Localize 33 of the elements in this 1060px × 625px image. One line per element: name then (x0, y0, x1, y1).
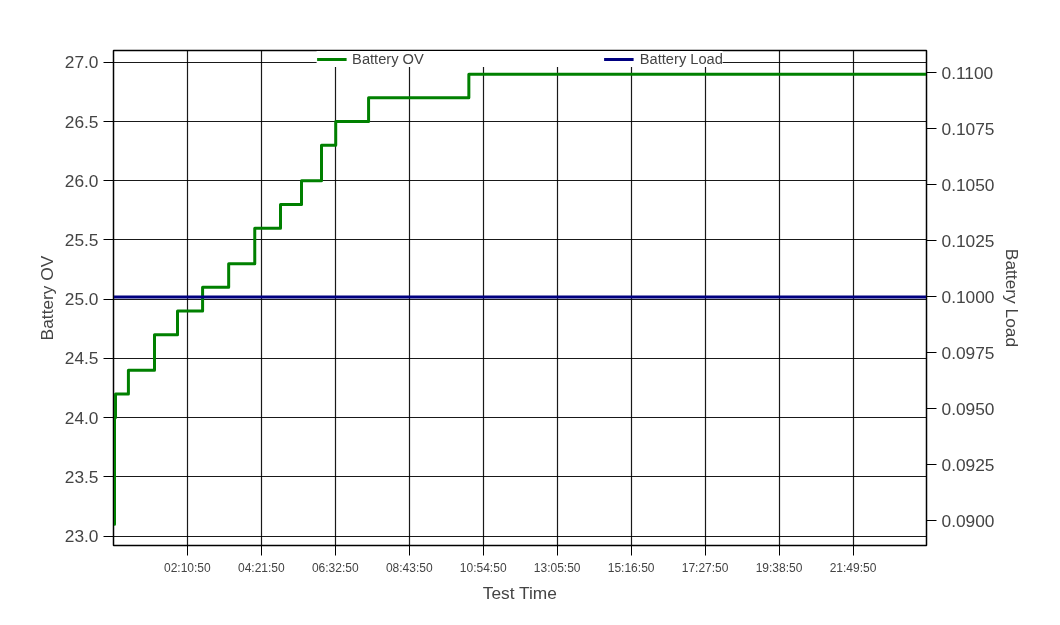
y-tick-label: 26.5 (64, 111, 99, 132)
x-tick-label: 19:38:50 (755, 560, 803, 575)
y2-tick-label: 0.0900 (941, 510, 995, 531)
y2-tick-label: 0.0975 (941, 342, 995, 363)
x-axis-title: Test Time (482, 582, 557, 603)
x-tick-label: 15:16:50 (607, 560, 655, 575)
y2-tick-label: 0.1000 (941, 286, 995, 307)
x-tick-label: 10:54:50 (459, 560, 507, 575)
y-tick-label: 24.5 (64, 348, 99, 369)
y-tick-label: 23.0 (64, 526, 99, 547)
x-tick-label: 04:21:50 (237, 560, 286, 575)
y2-tick-label: 0.1050 (941, 174, 995, 195)
y2-tick-label: 0.1100 (941, 62, 994, 83)
legend-label: Battery Load (639, 51, 723, 67)
y2-tick-label: 0.0925 (941, 454, 995, 475)
y-axis-title: Battery OV (36, 255, 57, 341)
y-tick-label: 25.5 (64, 229, 99, 250)
x-tick-label: 13:05:50 (533, 560, 581, 575)
y2-tick-label: 0.0950 (941, 398, 995, 419)
y2-axis-title: Battery Load (1002, 248, 1023, 348)
y-tick-label: 27.0 (64, 52, 99, 73)
y2-tick-label: 0.1075 (941, 118, 995, 139)
y2-tick-label: 0.1025 (941, 230, 995, 251)
y-tick-label: 25.0 (64, 289, 99, 310)
x-tick-label: 02:10:50 (164, 560, 212, 575)
legend-label: Battery OV (352, 51, 424, 67)
y-tick-label: 23.5 (64, 466, 99, 487)
x-tick-label: 17:27:50 (681, 560, 729, 575)
y-tick-label: 24.0 (64, 407, 99, 428)
x-tick-label: 21:49:50 (829, 560, 877, 575)
x-tick-label: 08:43:50 (385, 560, 433, 575)
x-tick-label: 06:32:50 (311, 560, 359, 575)
y-tick-label: 26.0 (64, 170, 99, 191)
